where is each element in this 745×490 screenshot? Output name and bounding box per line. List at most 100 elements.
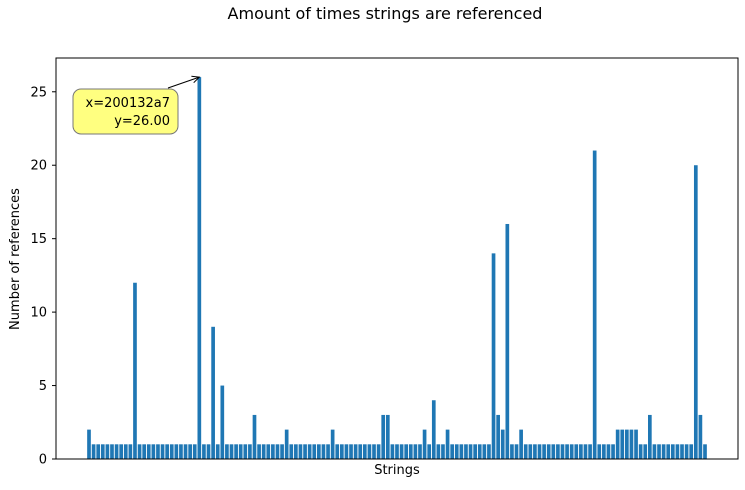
bar — [606, 444, 611, 459]
y-tick-label: 25 — [30, 85, 47, 100]
bar — [317, 444, 321, 459]
bar — [500, 429, 505, 459]
bar — [408, 444, 413, 459]
bar — [565, 444, 569, 459]
bar — [307, 444, 312, 459]
bar — [294, 444, 298, 459]
bar — [275, 444, 280, 459]
bar — [482, 444, 487, 459]
bar — [464, 444, 468, 459]
y-tick-label: 15 — [30, 232, 47, 247]
annotation-arrow — [167, 76, 200, 89]
bar — [422, 429, 427, 459]
bar — [321, 444, 326, 459]
chart-title: Amount of times strings are referenced — [228, 4, 543, 23]
bar — [611, 444, 615, 459]
bar — [477, 444, 482, 459]
bar — [206, 444, 211, 459]
bar — [362, 444, 367, 459]
bar — [602, 444, 606, 459]
bar — [211, 326, 215, 459]
bar — [266, 444, 271, 459]
bar — [648, 414, 652, 459]
bar — [330, 429, 335, 459]
bar — [372, 444, 376, 459]
bar — [592, 150, 597, 460]
annotation-x-text: x=200132a7 — [86, 96, 170, 111]
bar — [537, 444, 542, 459]
bar — [215, 444, 220, 459]
bar — [100, 444, 105, 459]
bar — [689, 444, 694, 459]
bar — [248, 444, 252, 459]
bar — [192, 444, 197, 459]
bar — [620, 429, 625, 459]
bar — [450, 444, 455, 459]
bar — [234, 444, 238, 459]
bar — [123, 444, 128, 459]
plot-frame — [55, 57, 739, 460]
bar — [335, 444, 340, 459]
bars-group — [87, 77, 707, 460]
bar — [661, 444, 666, 459]
bar — [202, 444, 206, 459]
bar — [96, 444, 101, 459]
bar — [418, 444, 422, 459]
bar — [684, 444, 689, 459]
bar — [105, 444, 110, 459]
bar — [110, 444, 114, 459]
bar — [675, 444, 680, 459]
bar — [169, 444, 174, 459]
bar — [670, 444, 675, 459]
bar — [487, 444, 491, 459]
y-tick-label: 10 — [30, 306, 47, 321]
bar — [666, 444, 671, 459]
bar — [220, 385, 225, 459]
bar — [188, 444, 192, 459]
bar — [91, 444, 96, 459]
bar — [569, 444, 574, 459]
bar — [280, 444, 284, 459]
bar — [312, 444, 317, 459]
bar — [496, 414, 500, 459]
bar — [404, 444, 409, 459]
bar — [560, 444, 565, 459]
bar — [303, 444, 307, 459]
bar — [556, 444, 560, 459]
annotation-box — [72, 88, 179, 135]
bar — [468, 444, 473, 459]
bar — [491, 253, 496, 459]
bar — [510, 444, 514, 459]
bar — [574, 444, 579, 459]
bar — [367, 444, 372, 459]
bar — [698, 414, 703, 459]
bar — [284, 429, 289, 459]
bar — [652, 444, 657, 459]
y-axis-label: Number of references — [8, 188, 23, 330]
bar — [514, 444, 519, 459]
annotation-arrowhead — [191, 75, 201, 84]
bar — [229, 444, 234, 459]
bar — [156, 444, 160, 459]
bar — [197, 77, 202, 459]
bar — [551, 444, 556, 459]
bar — [441, 444, 445, 459]
bar — [353, 444, 358, 459]
bar — [289, 444, 294, 459]
bar — [298, 444, 303, 459]
bar — [87, 429, 91, 459]
bar — [376, 444, 381, 459]
bar — [142, 444, 147, 459]
bar — [579, 444, 583, 459]
bar — [238, 444, 243, 459]
bar — [657, 444, 661, 459]
bar — [431, 400, 436, 459]
bar — [257, 444, 261, 459]
bar — [183, 444, 188, 459]
bar — [459, 444, 464, 459]
bar — [252, 414, 257, 459]
bar — [399, 444, 404, 459]
bar — [615, 429, 620, 459]
bar — [395, 444, 399, 459]
